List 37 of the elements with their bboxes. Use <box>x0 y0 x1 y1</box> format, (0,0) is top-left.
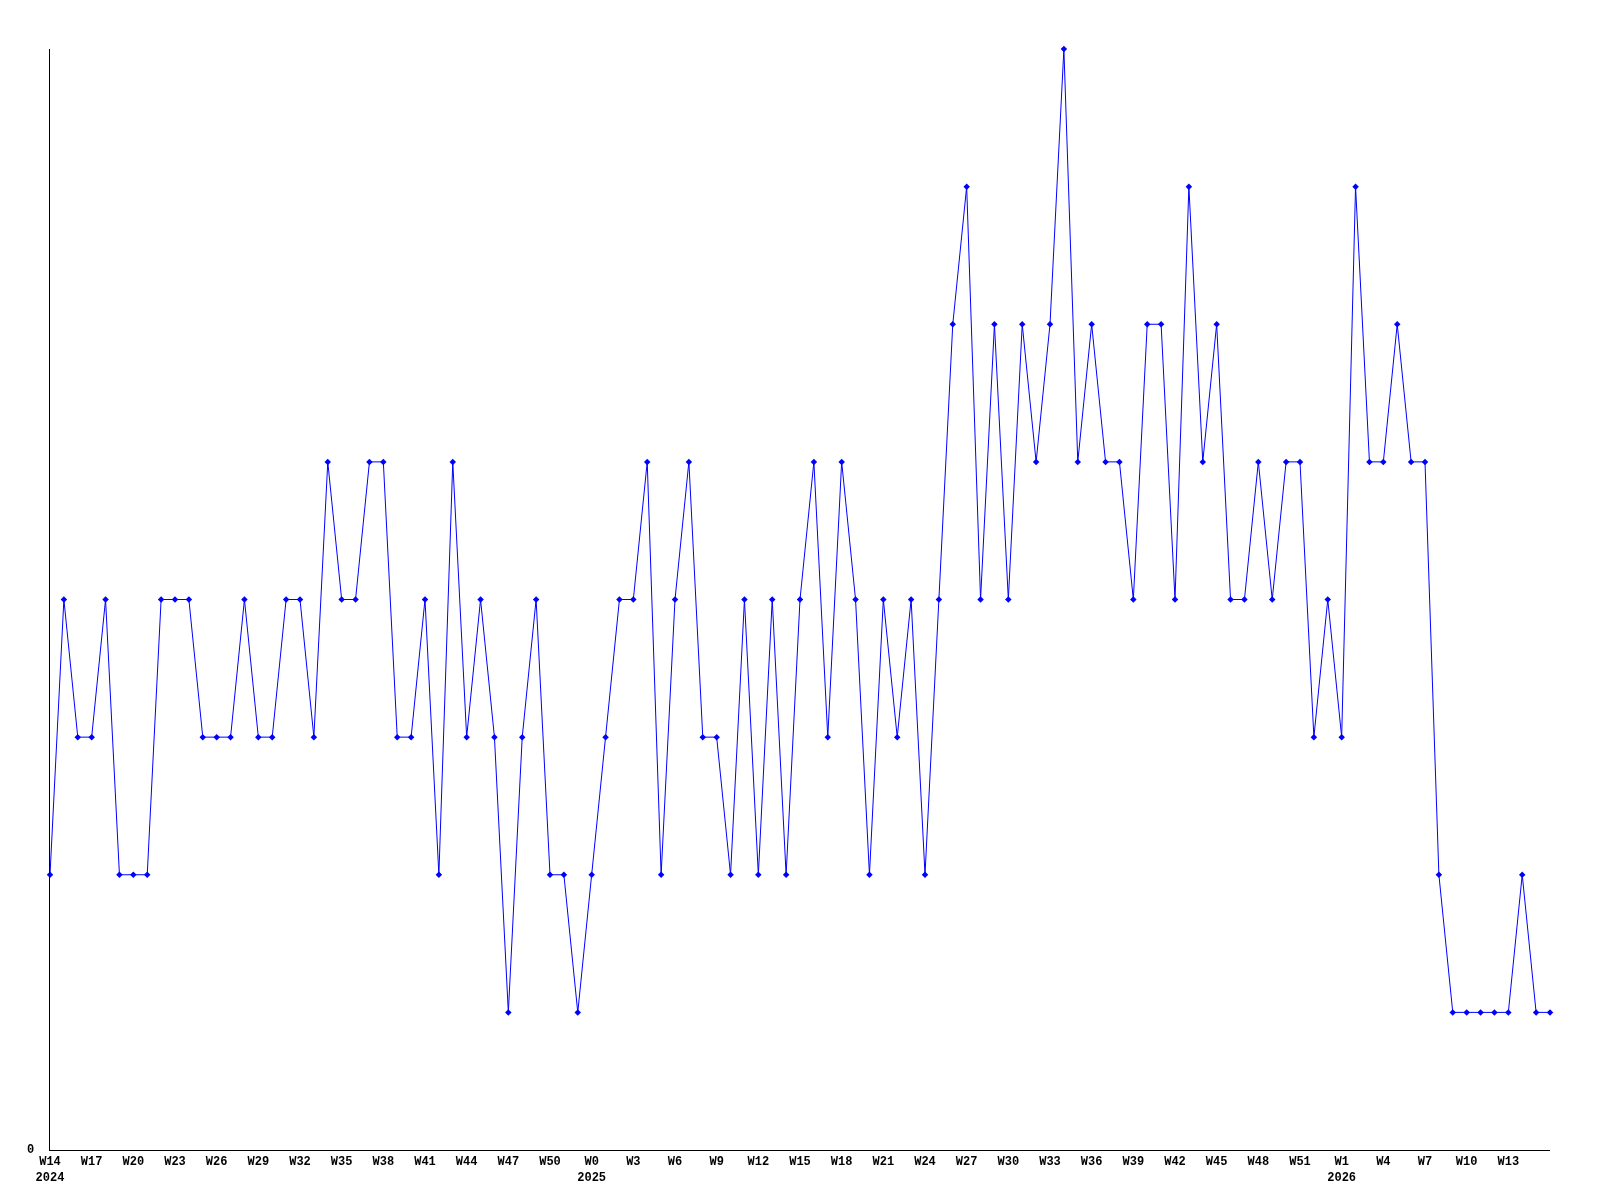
x-tick-label: W47 <box>497 1155 520 1170</box>
x-tick-label: W0 2025 <box>577 1155 607 1185</box>
x-tick-label: W3 <box>626 1155 641 1170</box>
x-tick-label: W30 <box>997 1155 1020 1170</box>
x-tick-label: W21 <box>872 1155 895 1170</box>
x-tick-label: W36 <box>1080 1155 1103 1170</box>
x-tick-label: W48 <box>1247 1155 1270 1170</box>
text: 0 <box>27 1143 35 1157</box>
x-tick-label: W12 <box>747 1155 770 1170</box>
x-tick-label: W44 <box>455 1155 478 1170</box>
x-tick-label: W38 <box>372 1155 395 1170</box>
x-tick-label: W4 <box>1376 1155 1391 1170</box>
x-tick-label: W39 <box>1122 1155 1145 1170</box>
x-tick-label: W24 <box>914 1155 936 1170</box>
x-tick-label: W29 <box>247 1155 270 1170</box>
x-tick-label: W45 <box>1205 1155 1228 1170</box>
x-tick-label: W51 <box>1289 1155 1311 1170</box>
x-tick-label: W7 <box>1417 1155 1433 1170</box>
x-tick-label: W33 <box>1039 1155 1061 1170</box>
x-tick-label: W13 <box>1497 1155 1520 1170</box>
x-tick-label: W50 <box>539 1155 561 1170</box>
x-tick-label: W14 2024 <box>35 1155 65 1185</box>
x-tick-label: W18 <box>830 1155 853 1170</box>
x-tick-label: W42 <box>1164 1155 1186 1170</box>
x-tick-label: W20 <box>122 1155 145 1170</box>
x-tick-label: W6 <box>667 1155 683 1170</box>
x-tick-label: W32 <box>289 1155 311 1170</box>
x-tick-label: W1 2026 <box>1327 1155 1357 1185</box>
x-tick-label: W41 <box>414 1155 436 1170</box>
x-tick-label: W9 <box>709 1155 724 1170</box>
x-tick-label: W17 <box>80 1155 103 1170</box>
x-tick-label: W35 <box>330 1155 353 1170</box>
x-tick-label: W10 <box>1455 1155 1478 1170</box>
x-tick-label: W27 <box>955 1155 978 1170</box>
x-tick-label: W23 <box>164 1155 186 1170</box>
x-tick-label: W26 <box>205 1155 228 1170</box>
x-tick-label: W15 <box>789 1155 811 1170</box>
